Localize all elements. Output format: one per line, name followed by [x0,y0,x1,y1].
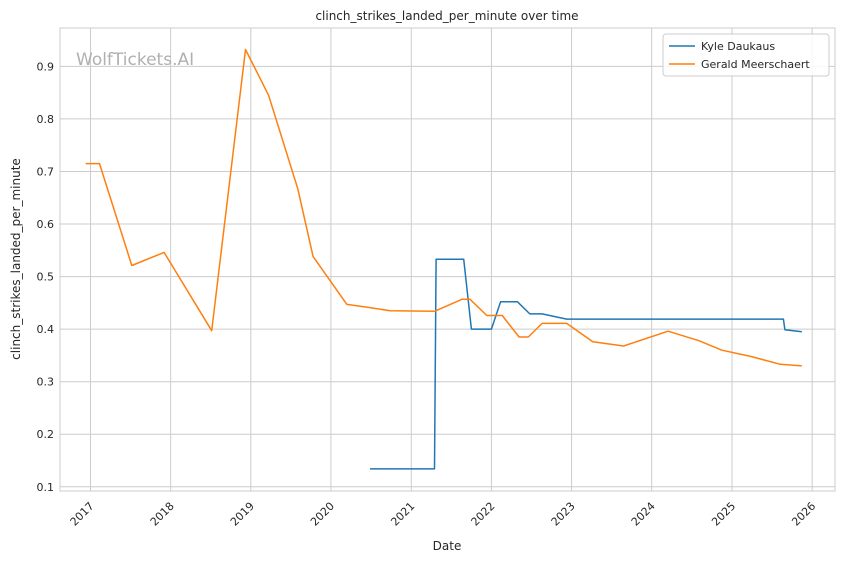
x-tick-label: 2017 [68,500,97,529]
plot-frame [59,27,836,492]
legend-label: Gerald Meerschaert [701,58,810,71]
y-axis-title: clinch_strikes_landed_per_minute [9,158,23,360]
x-tick-label: 2023 [549,500,578,529]
series-line-1 [370,258,802,470]
x-tick-label: 2019 [228,500,257,529]
y-tick-label: 0.9 [37,60,55,73]
series-lines [85,48,802,470]
y-tick-label: 0.5 [37,271,55,284]
x-axis-title: Date [433,539,462,553]
x-tick-label: 2018 [148,500,177,529]
y-tick-label: 0.8 [37,113,55,126]
legend-label: Kyle Daukaus [701,40,775,53]
y-tick-label: 0.6 [37,218,55,231]
x-tick-label: 2026 [789,500,818,529]
y-tick-label: 0.4 [37,323,55,336]
legend-box [662,33,830,77]
legend: Kyle Daukaus Gerald Meerschaert [662,33,830,77]
x-tick-label: 2021 [388,500,417,529]
y-tick-label: 0.2 [37,428,55,441]
watermark-text: WolfTickets.AI [76,50,194,70]
x-tick-label: 2020 [308,500,337,529]
y-tick-label: 0.3 [37,376,55,389]
x-tick-label: 2022 [469,500,498,529]
chart-title: clinch_strikes_landed_per_minute over ti… [315,9,578,23]
y-tick-label: 0.7 [37,165,55,178]
grid-lines [60,28,835,491]
x-tick-label: 2025 [709,500,738,529]
x-tick-label: 2024 [629,500,658,529]
y-tick-label: 0.1 [37,481,55,494]
series-line-2 [85,48,802,367]
